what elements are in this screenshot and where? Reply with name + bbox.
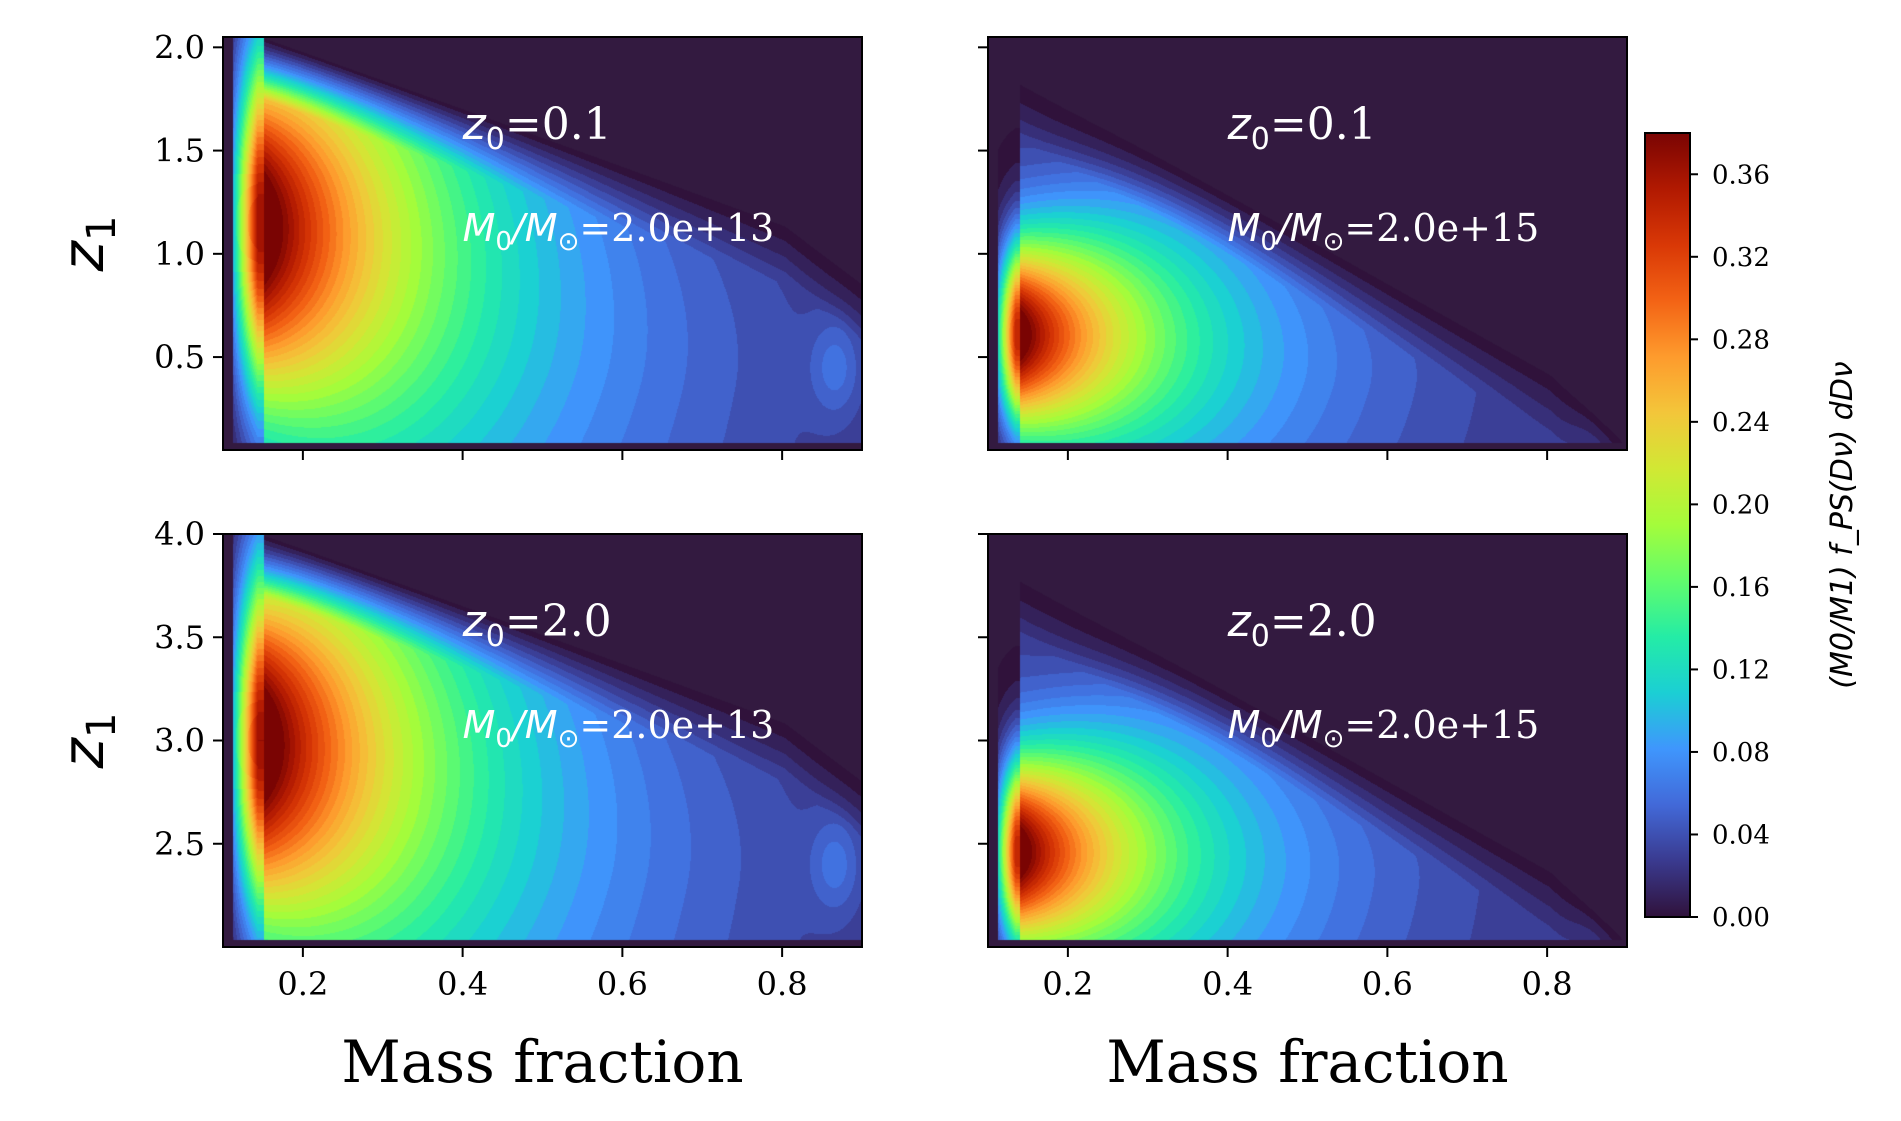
panel-annotation: z0=0.1M0/M⊙=2.0e+13: [462, 99, 775, 257]
y-tick-label: 3.0: [154, 722, 205, 760]
y-axis-label: z1: [49, 216, 125, 273]
mass-slash: /M: [1274, 703, 1323, 747]
redshift-annotation: z0=0.1: [462, 99, 612, 157]
y-tick-label: 1.0: [154, 235, 205, 273]
z0-value: =2.0: [505, 596, 612, 647]
colorbar-tick-label: 0.32: [1712, 243, 1770, 273]
m0-subscript: 0: [1260, 227, 1277, 257]
colorbar-tick-label: 0.16: [1712, 573, 1770, 603]
x-tick-label: 0.2: [277, 965, 328, 1003]
redshift-annotation: z0=2.0: [462, 596, 612, 654]
y-axis-label: z1: [49, 713, 125, 770]
colorbar-tick-label: 0.04: [1712, 820, 1770, 850]
m0-subscript: 0: [495, 227, 512, 257]
z0-value: =0.1: [505, 99, 612, 150]
mass-slash: /M: [509, 206, 558, 250]
colorbar-tick-label: 0.24: [1712, 408, 1770, 438]
contour-field: [223, 37, 862, 450]
mass-slash: /M: [509, 703, 558, 747]
panel-0-1: z0=0.1M0/M⊙=2.0e+15: [978, 36, 1628, 460]
y-tick-label: 3.5: [154, 618, 205, 656]
x-axis-label: Mass fraction: [1106, 1028, 1508, 1096]
x-tick-label: 0.2: [1042, 965, 1093, 1003]
y-label-subscript: 1: [79, 713, 125, 738]
y-tick-label: 2.5: [154, 825, 205, 863]
mass-annotation: M0/M⊙=2.0e+15: [1228, 703, 1540, 754]
colorbar-tick-label: 0.08: [1712, 738, 1770, 768]
colorbar: 0.00 0.04 0.08 0.12 0.16 0.20 0.24 0.28 0.32 0.36…: [1644, 132, 1860, 933]
panel-annotation: z0=2.0M0/M⊙=2.0e+13: [462, 596, 775, 754]
contour-field: [223, 534, 862, 947]
contour-field: [988, 534, 1627, 947]
m0-symbol: M: [1228, 703, 1261, 747]
mass-value: =2.0e+15: [1344, 206, 1539, 250]
z0-subscript: 0: [1251, 122, 1270, 157]
sun-subscript: ⊙: [558, 227, 580, 257]
y-label-subscript: 1: [79, 216, 125, 241]
x-tick-label: 0.8: [1522, 965, 1573, 1003]
z0-subscript: 0: [486, 122, 505, 157]
mass-value: =2.0e+13: [579, 703, 774, 747]
panel-annotation: z0=2.0M0/M⊙=2.0e+15: [1227, 596, 1540, 754]
y-label-symbol: z: [49, 239, 117, 272]
colorbar-label: (M0/M1) f_PS(Dν) dDν: [1825, 361, 1860, 689]
y-label-symbol: z: [49, 736, 117, 769]
x-tick-label: 0.8: [757, 965, 808, 1003]
mass-annotation: M0/M⊙=2.0e+15: [1228, 206, 1540, 257]
m0-symbol: M: [463, 206, 496, 250]
panel-1-0: 0.2 0.4 0.6 0.82.53.03.54.0z0=2.0M0/M⊙=2.0e…: [154, 515, 863, 1003]
y-tick-label: 4.0: [154, 515, 205, 553]
redshift-annotation: z0=2.0: [1227, 596, 1377, 654]
y-tick-label: 2.0: [154, 28, 205, 66]
sun-subscript: ⊙: [558, 724, 580, 754]
z0-symbol: z: [1227, 99, 1252, 150]
m0-subscript: 0: [495, 724, 512, 754]
x-tick-label: 0.6: [1362, 965, 1413, 1003]
mass-slash: /M: [1274, 206, 1323, 250]
sun-subscript: ⊙: [1323, 227, 1345, 257]
colorbar-tick-label: 0.00: [1712, 903, 1770, 933]
sun-subscript: ⊙: [1323, 724, 1345, 754]
y-tick-label: 0.5: [154, 338, 205, 376]
redshift-annotation: z0=0.1: [1227, 99, 1377, 157]
z0-symbol: z: [462, 596, 487, 647]
contour-field: [988, 37, 1627, 450]
m0-subscript: 0: [1260, 724, 1277, 754]
colorbar-tick-label: 0.28: [1712, 325, 1770, 355]
z0-value: =0.1: [1270, 99, 1377, 150]
panels-layer: 0.51.01.52.0z0=0.1M0/M⊙=2.0e+13z0=0.1M0/…: [49, 28, 1628, 1096]
colorbar-gradient: [1644, 132, 1691, 918]
mass-annotation: M0/M⊙=2.0e+13: [463, 703, 775, 754]
mass-value: =2.0e+15: [1344, 703, 1539, 747]
x-tick-label: 0.6: [597, 965, 648, 1003]
z0-subscript: 0: [486, 619, 505, 654]
z0-symbol: z: [1227, 596, 1252, 647]
colorbar-tick-label: 0.36: [1712, 160, 1770, 190]
colorbar-tick-label: 0.20: [1712, 490, 1770, 520]
m0-symbol: M: [463, 703, 496, 747]
x-axis-label: Mass fraction: [341, 1028, 743, 1096]
m0-symbol: M: [1228, 206, 1261, 250]
panel-1-1: 0.2 0.4 0.6 0.8z0=2.0M0/M⊙=2.0e+15: [978, 533, 1628, 1003]
panel-annotation: z0=0.1M0/M⊙=2.0e+15: [1227, 99, 1540, 257]
mass-annotation: M0/M⊙=2.0e+13: [463, 206, 775, 257]
z0-symbol: z: [462, 99, 487, 150]
z0-value: =2.0: [1270, 596, 1377, 647]
y-tick-label: 1.5: [154, 132, 205, 170]
colorbar-tick-label: 0.12: [1712, 655, 1770, 685]
z0-subscript: 0: [1251, 619, 1270, 654]
panel-0-0: 0.51.01.52.0z0=0.1M0/M⊙=2.0e+13: [154, 28, 863, 460]
axes-frame: [222, 36, 863, 451]
x-tick-label: 0.4: [437, 965, 488, 1003]
x-tick-label: 0.4: [1202, 965, 1253, 1003]
mass-value: =2.0e+13: [579, 206, 774, 250]
axes-frame: [987, 36, 1628, 451]
